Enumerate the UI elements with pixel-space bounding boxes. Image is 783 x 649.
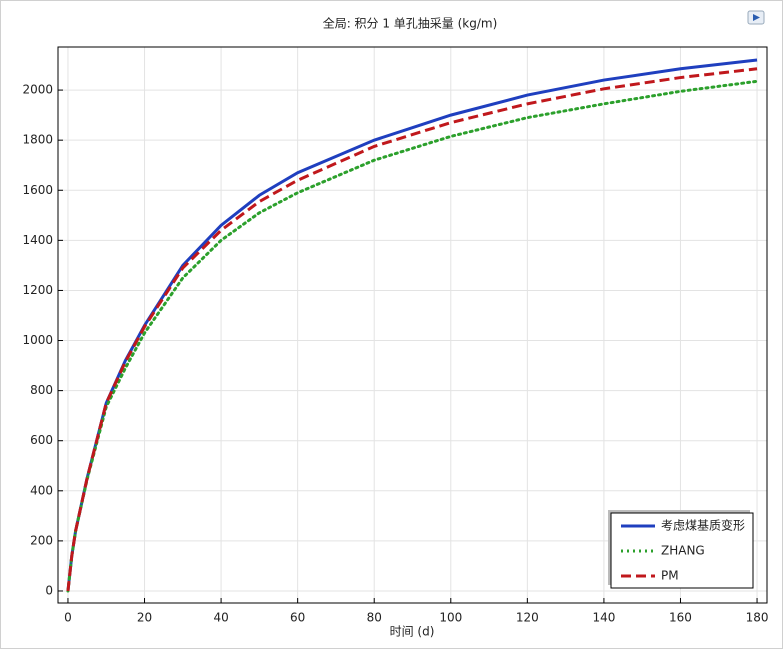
y-tick-label: 0 <box>45 583 53 597</box>
x-tick-label: 140 <box>592 611 615 625</box>
legend-label: 考虑煤基质变形 <box>661 518 745 533</box>
y-tick-label: 200 <box>30 533 53 547</box>
series-line <box>66 67 758 592</box>
x-tick-label: 160 <box>669 611 692 625</box>
x-tick-label: 100 <box>439 611 462 625</box>
y-tick-label: 1600 <box>22 183 53 197</box>
y-tick-label: 800 <box>30 383 53 397</box>
x-tick-label: 0 <box>64 611 72 625</box>
x-tick-label: 180 <box>746 611 769 625</box>
x-tick-label: 80 <box>367 611 382 625</box>
x-axis-label: 时间 (d) <box>390 625 435 639</box>
x-tick-label: 120 <box>516 611 539 625</box>
plot-frame <box>57 46 768 604</box>
y-tick-label: 1000 <box>22 333 53 347</box>
legend-label: ZHANG <box>661 544 705 558</box>
y-tick-label: 1800 <box>22 133 53 147</box>
chart-title: 全局: 积分 1 单孔抽采量 (kg/m) <box>323 16 498 31</box>
x-tick-label: 60 <box>290 611 305 625</box>
toolbar-icon[interactable] <box>747 10 765 25</box>
y-tick-label: 600 <box>30 433 53 447</box>
legend-label: PM <box>661 569 679 583</box>
x-tick-label: 40 <box>213 611 228 625</box>
x-tick-label: 20 <box>137 611 152 625</box>
y-tick-label: 2000 <box>22 83 53 97</box>
y-tick-label: 1400 <box>22 233 53 247</box>
y-tick-label: 400 <box>30 483 53 497</box>
icon-arrow[interactable] <box>753 14 760 21</box>
y-tick-label: 1200 <box>22 283 53 297</box>
